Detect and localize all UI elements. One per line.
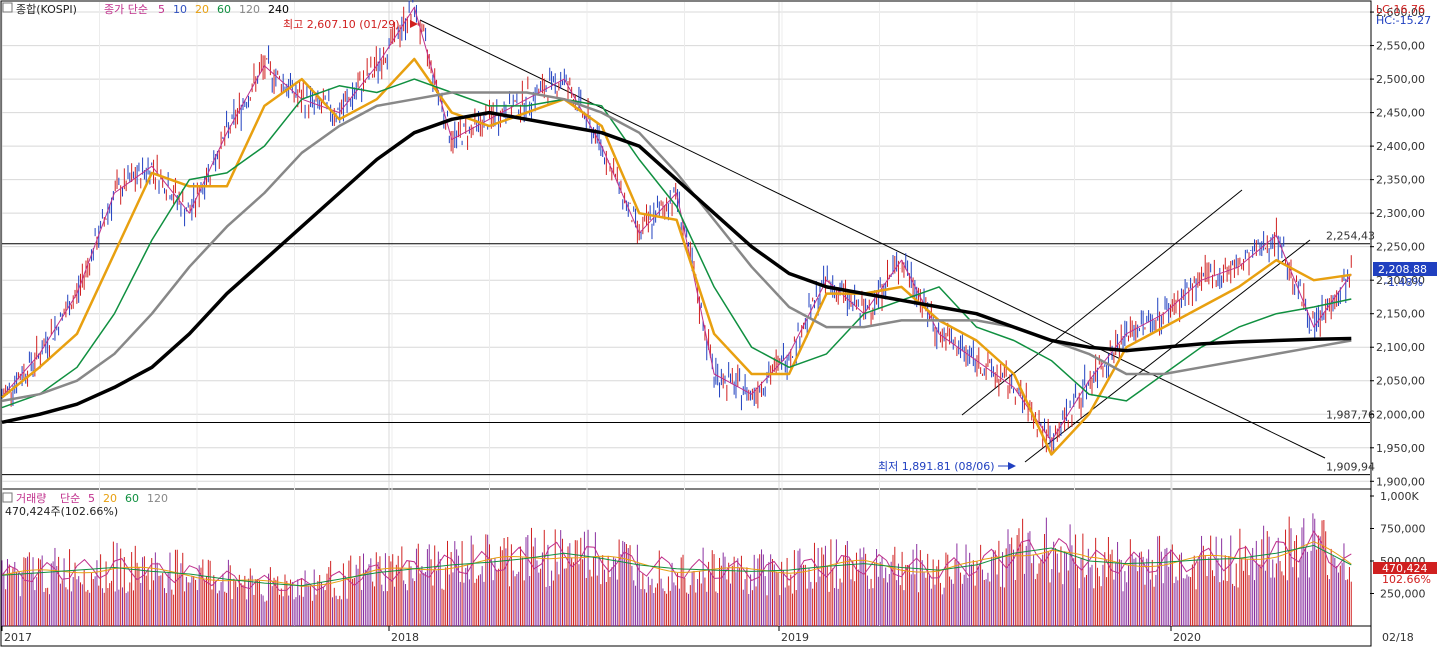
price-tick-label: 2,500,00 [1376, 73, 1425, 86]
price-tick-label: 2,200,00 [1376, 274, 1425, 287]
year-label: 2018 [391, 631, 419, 644]
price-tick-label: 2,550,00 [1376, 40, 1425, 53]
volume-ma-line [1, 544, 1352, 587]
price-tick-label: 2,350,00 [1376, 174, 1425, 187]
level-label: 1,909,94 [1326, 461, 1375, 474]
low-arrow-icon [1008, 462, 1016, 470]
ma-legend-20: 20 [195, 3, 209, 16]
hc-readout: HC:-15.27 [1376, 14, 1431, 27]
volume-ma-legend: 5 20 60 120 [88, 492, 168, 505]
price-tick-label: 2,000,00 [1376, 408, 1425, 421]
current-price-badge [1373, 262, 1437, 276]
channel-lower-line [1024, 239, 1311, 463]
channel-upper-line [961, 189, 1243, 416]
downtrend-line [419, 19, 1326, 459]
price-tick-label: 2,400,00 [1376, 140, 1425, 153]
ma-line-5 [1, 6, 1352, 442]
ma-legend: 5 10 20 60 120 240 [158, 3, 289, 16]
price-tick-label: 1,900,00 [1376, 475, 1425, 488]
trendlines [419, 19, 1326, 463]
volume-current-pct: 102.66% [1382, 573, 1431, 586]
ma-legend-60: 60 [217, 3, 231, 16]
ma-legend-10: 10 [173, 3, 187, 16]
moving-averages [1, 6, 1352, 456]
volume-ma-legend-60: 60 [125, 492, 139, 505]
volume-ma-legend-5: 5 [88, 492, 95, 505]
volume-ma-label: 단순 [60, 492, 80, 505]
year-label: 2017 [4, 631, 32, 644]
current-change: -1.48% [1384, 276, 1423, 289]
time-axis: 2017 2018 2019 2020 [1, 626, 1201, 644]
volume-tick-label: 1,000K [1380, 490, 1419, 503]
volume-toggle-icon[interactable] [2, 492, 13, 503]
time-axis-panel [0, 625, 1372, 647]
price-tick-label: 2,450,00 [1376, 107, 1425, 120]
lc-readout: LC:16.76 [1376, 3, 1425, 16]
ma-legend-240: 240 [268, 3, 289, 16]
year-label: 2020 [1173, 631, 1201, 644]
year-label: 2019 [781, 631, 809, 644]
price-tick-label: 1,950,00 [1376, 442, 1425, 455]
volume-current-badge [1373, 562, 1437, 574]
volume-title[interactable]: 거래량 [16, 492, 46, 505]
price-tick-label: 2,250,00 [1376, 241, 1425, 254]
volume-current: 470,424 [1382, 562, 1428, 575]
ma-line-60 [1, 78, 1352, 409]
ma-legend-120: 120 [239, 3, 260, 16]
high-arrow-icon [410, 20, 418, 28]
price-tick-label: 2,050,00 [1376, 375, 1425, 388]
ma-legend-5: 5 [158, 3, 165, 16]
ma-line-20 [1, 57, 1352, 456]
level-label: 2,254,43 [1326, 230, 1375, 243]
panel-toggle-icon[interactable] [2, 2, 13, 13]
index-name[interactable]: 종합(KOSPI) [16, 3, 77, 16]
volume-readout: 470,424주(102.66%) [5, 505, 118, 518]
volume-ma-line [1, 530, 1352, 591]
high-annotation: 최고 2,607.10 (01/29) [283, 18, 400, 31]
volume-bars [1, 513, 1352, 626]
volume-moving-averages [1, 530, 1352, 591]
ma-line-240 [1, 110, 1352, 425]
price-ma-label: 종가 단순 [104, 3, 148, 16]
price-tick-label: 2,150,00 [1376, 308, 1425, 321]
horizontal-levels: 2,254,43 1,987,76 1,909,94 [2, 230, 1375, 476]
volume-ma-legend-20: 20 [103, 492, 117, 505]
price-tick-label: 2,100,00 [1376, 341, 1425, 354]
price-axis: 2,600,00 2,550,00 2,500,00 2,450,00 2,400,00… [1370, 6, 1425, 488]
current-price: 2,208.88 [1378, 263, 1427, 276]
price-tick-label: 2,600,00 [1376, 6, 1425, 19]
level-label: 1,987,76 [1326, 408, 1375, 421]
low-annotation: 최저 1,891.81 (08/06) [878, 460, 995, 473]
last-date: 02/18 [1382, 631, 1414, 644]
volume-tick-label: 250,000 [1380, 588, 1426, 601]
ma-line-120 [1, 91, 1352, 403]
price-tick-label: 2,300,00 [1376, 207, 1425, 220]
volume-tick-label: 750,000 [1380, 523, 1426, 536]
volume-ma-line [1, 541, 1352, 587]
volume-ma-legend-120: 120 [147, 492, 168, 505]
